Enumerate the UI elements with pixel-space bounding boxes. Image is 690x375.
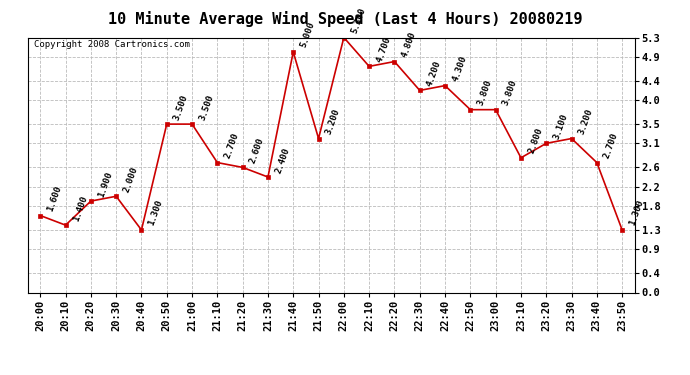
Text: 2.800: 2.800 — [526, 127, 544, 155]
Text: 10 Minute Average Wind Speed (Last 4 Hours) 20080219: 10 Minute Average Wind Speed (Last 4 Hou… — [108, 11, 582, 27]
Text: 5.300: 5.300 — [349, 6, 367, 35]
Text: 4.300: 4.300 — [451, 54, 469, 83]
Text: 4.800: 4.800 — [400, 30, 417, 59]
Text: 2.400: 2.400 — [273, 146, 291, 174]
Text: 3.800: 3.800 — [501, 78, 519, 107]
Text: 2.000: 2.000 — [121, 165, 139, 194]
Text: 2.700: 2.700 — [602, 132, 620, 160]
Text: 3.100: 3.100 — [552, 112, 569, 141]
Text: 3.200: 3.200 — [577, 107, 595, 136]
Text: 1.900: 1.900 — [97, 170, 114, 198]
Text: 3.500: 3.500 — [172, 93, 190, 122]
Text: 3.500: 3.500 — [197, 93, 215, 122]
Text: 1.400: 1.400 — [71, 194, 89, 222]
Text: 4.700: 4.700 — [375, 35, 393, 64]
Text: 1.300: 1.300 — [628, 199, 645, 227]
Text: 1.600: 1.600 — [46, 184, 63, 213]
Text: 2.600: 2.600 — [248, 136, 266, 165]
Text: 4.200: 4.200 — [425, 59, 443, 88]
Text: Copyright 2008 Cartronics.com: Copyright 2008 Cartronics.com — [34, 40, 190, 49]
Text: 3.800: 3.800 — [476, 78, 493, 107]
Text: 3.200: 3.200 — [324, 107, 342, 136]
Text: 1.300: 1.300 — [147, 199, 165, 227]
Text: 2.700: 2.700 — [223, 132, 241, 160]
Text: 5.000: 5.000 — [299, 21, 317, 49]
